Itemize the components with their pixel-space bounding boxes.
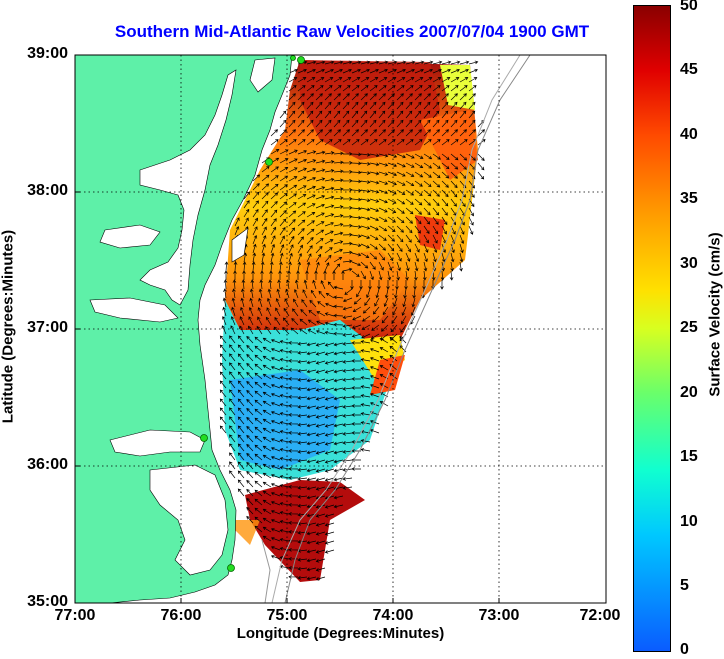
colorbar-tick-label: 40 [680,126,698,143]
y-tick-label: 36:00 [27,456,68,473]
colorbar-tick-label: 5 [680,577,689,594]
x-tick-label: 72:00 [579,607,621,624]
isobath-1 [284,55,531,603]
y-tick-label: 35:00 [27,593,68,610]
x-axis-label: Longitude (Degrees:Minutes) [236,625,445,642]
station-marker [290,55,296,61]
station-marker [265,158,273,166]
x-tick-label: 75:00 [266,607,308,624]
albemarle-sound [109,429,206,457]
chesapeake-bay [139,69,237,306]
velocity-colorbar [633,5,671,652]
y-tick-label: 38:00 [27,182,68,199]
colorbar-tick-label: 20 [680,384,698,401]
x-tick-label: 76:00 [160,607,202,624]
pamlico-sound [149,464,229,576]
colorbar-tick-label: 45 [680,61,698,78]
colorbar-tick-label: 35 [680,190,698,207]
grid-lines [75,55,606,603]
x-tick-label: 77:00 [54,607,96,624]
colorbar-tick-label: 0 [680,641,689,658]
colorbar-label: Surface Velocity (cm/s) [706,232,724,397]
colorbar-tick-label: 50 [680,0,698,14]
x-tick-label: 73:00 [478,607,520,624]
station-marker [227,564,235,572]
station-marker [297,56,305,64]
y-axis-label: Latitude (Degrees:Minutes) [0,229,17,424]
station-marker [200,434,208,442]
map-title: Southern Mid-Atlantic Raw Velocities 200… [114,22,590,41]
y-tick-label: 39:00 [27,45,68,62]
colorbar-tick-label: 30 [680,255,698,272]
colorbar-tick-label: 10 [680,513,698,530]
y-tick-label: 37:00 [27,319,68,336]
x-tick-label: 74:00 [372,607,414,624]
colorbar-tick-label: 25 [680,319,698,336]
colorbar-tick-label: 15 [680,448,698,465]
